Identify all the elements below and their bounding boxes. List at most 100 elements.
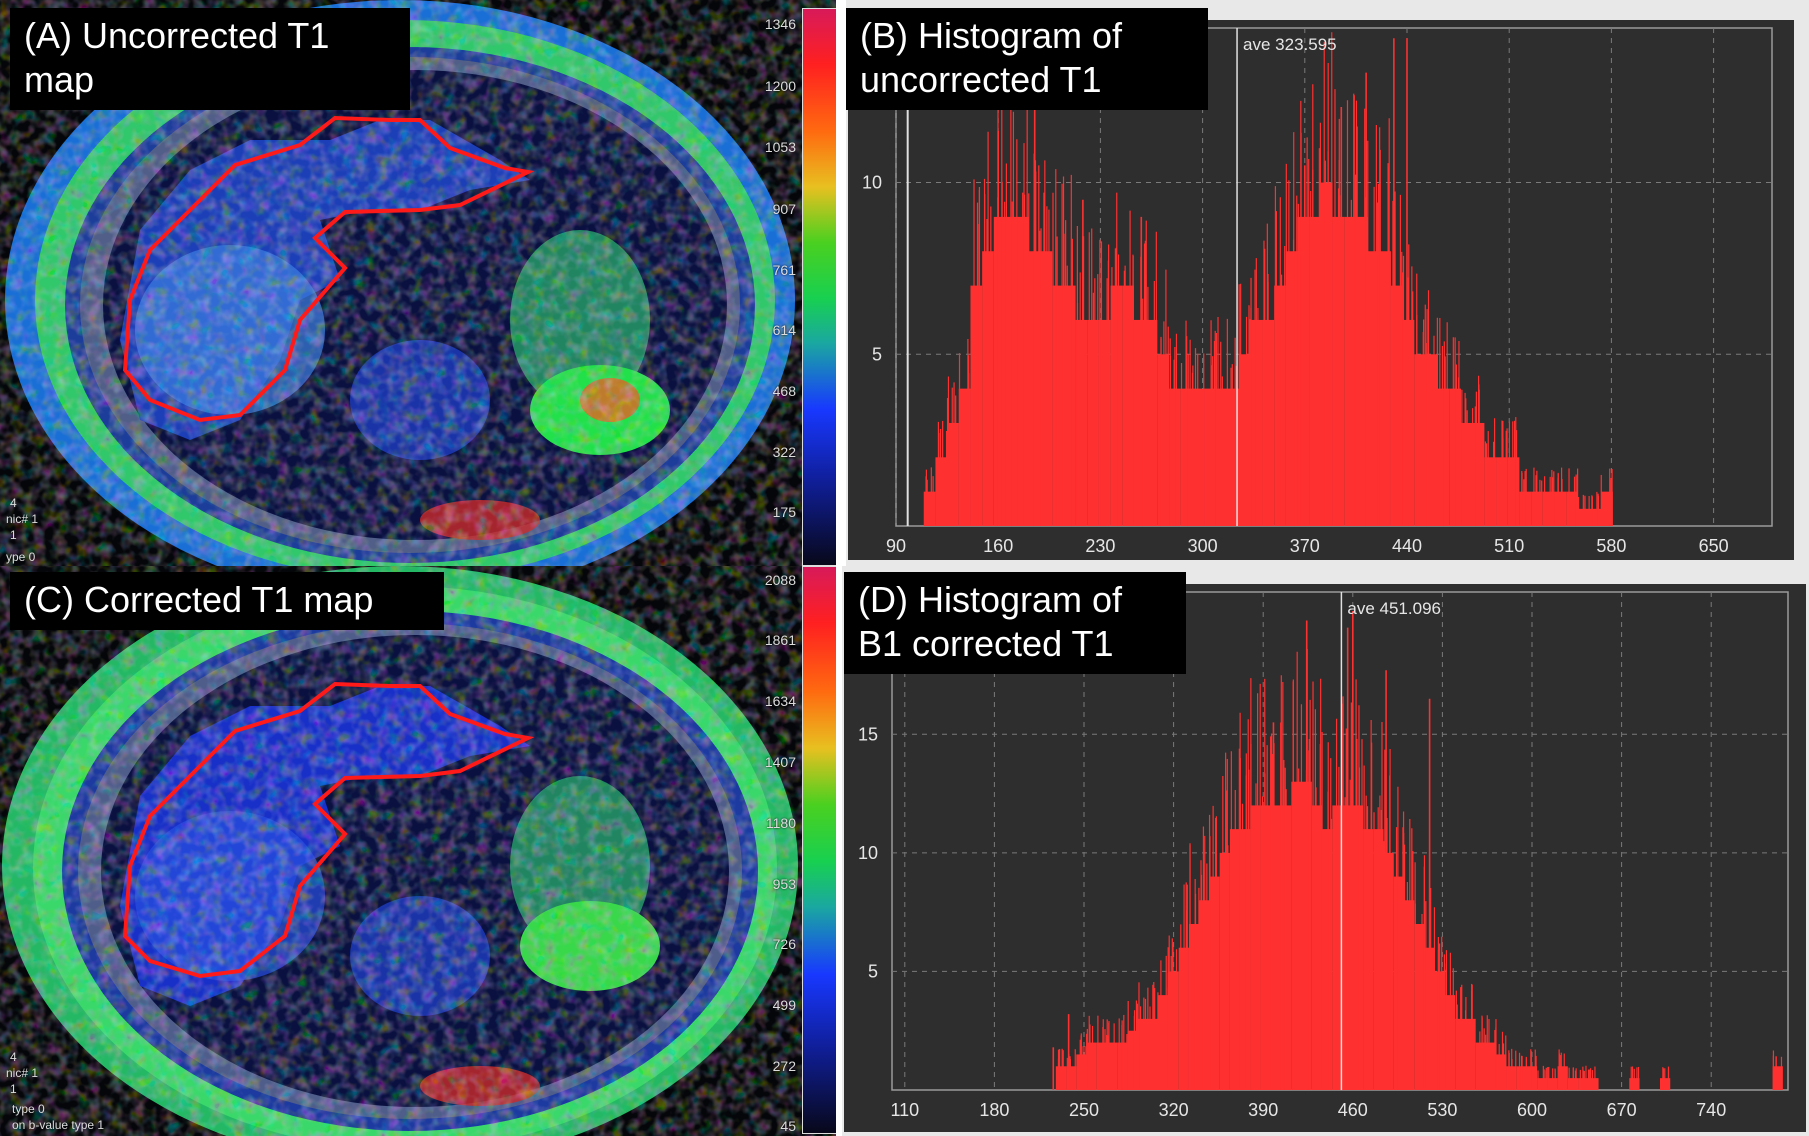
overlay-a-line-0: 4	[10, 496, 17, 510]
hist-b-xtick-label-8: 650	[1699, 536, 1729, 556]
hist-b-xtick-label-4: 370	[1290, 536, 1320, 556]
overlay-a-line-2: 1	[10, 528, 17, 542]
hist-d-bar-29	[1352, 805, 1364, 1090]
hist-d-bar-3	[1086, 1042, 1097, 1090]
hist-b-bar-38	[1367, 251, 1380, 526]
hist-d-bar-7	[1127, 1030, 1138, 1090]
panel-a-title-line1: (A) Uncorrected T1	[24, 15, 330, 56]
hist-b-ytick-label-0: 5	[872, 344, 882, 364]
hist-d-bar-15	[1209, 876, 1220, 1090]
hist-d-bar-21	[1270, 805, 1282, 1090]
hist-b-bar-3	[958, 388, 971, 526]
hist-d-bar-0	[1055, 1066, 1067, 1090]
colorbar-a-label-7: 322	[772, 444, 796, 460]
colorbar-c-label-5: 953	[772, 876, 796, 892]
panel-a-title-line2: map	[24, 59, 95, 100]
colorbar-c-label-3: 1407	[764, 754, 796, 770]
hist-b-bar-57	[1589, 508, 1602, 526]
panel-b-title-line2: uncorrected T1	[860, 59, 1102, 100]
roi-outline-c	[122, 681, 535, 979]
colorbar-c-label-6: 726	[772, 936, 796, 952]
overlay-a-line-3: ype 0	[6, 550, 36, 564]
hist-d-bar-5	[1107, 1042, 1118, 1090]
colorbar-a	[802, 8, 836, 566]
hist-b-bar-40	[1390, 285, 1403, 526]
hist-b-bar-6	[993, 216, 1006, 526]
hist-d-bar-32	[1383, 852, 1394, 1090]
hist-b-bar-2	[947, 422, 959, 526]
hist-b-xtick-label-5: 440	[1392, 536, 1422, 556]
hist-d-bar-1	[1066, 1066, 1077, 1090]
hist-d-bar-42	[1485, 1042, 1497, 1090]
hist-b-bar-17	[1122, 285, 1134, 526]
hist-d-bar-27	[1332, 805, 1343, 1090]
panel-a-title: (A) Uncorrected T1 map	[10, 8, 410, 110]
hist-b-bar-24	[1204, 388, 1216, 526]
hist-d-xtick-label-4: 390	[1248, 1100, 1278, 1120]
hist-d-bar-10	[1158, 995, 1169, 1090]
colorbar-c-label-4: 1180	[765, 815, 796, 831]
hist-d-xtick-label-0: 110	[890, 1100, 919, 1120]
hist-b-bar-54	[1554, 491, 1567, 526]
hist-d-bar-40	[1465, 1018, 1476, 1090]
colorbar-c	[802, 566, 836, 1134]
hist-b-bar-53	[1542, 491, 1555, 526]
hist-b-bar-48	[1484, 457, 1497, 526]
overlay-c-line-2: 1	[10, 1082, 17, 1096]
hist-b-bar-11	[1052, 285, 1064, 526]
panel-d-title-line2: B1 corrected T1	[858, 623, 1114, 664]
colorbar-a-label-2: 1053	[764, 139, 796, 155]
hist-d-bar-4	[1096, 1042, 1108, 1090]
hist-d-bar-70	[1772, 1066, 1783, 1090]
hist-b-bar-25	[1215, 388, 1228, 526]
hist-b-ytick-label-1: 10	[862, 173, 882, 193]
hist-d-bar-49	[1557, 1066, 1568, 1090]
hist-d-bar-30	[1363, 829, 1374, 1090]
hist-d-bar-18	[1240, 829, 1251, 1090]
panel-b-title-line1: (B) Histogram of	[860, 15, 1123, 56]
hist-d-bar-13	[1188, 924, 1200, 1090]
hist-d-xtick-label-1: 180	[979, 1100, 1009, 1120]
overlay-c-line-4: on b-value type 1	[12, 1118, 105, 1132]
hist-d-xtick-label-7: 600	[1517, 1100, 1547, 1120]
colorbar-c-label-8: 272	[772, 1058, 796, 1074]
colorbar-a-label-3: 907	[772, 201, 796, 217]
hist-d-bar-25	[1311, 805, 1323, 1090]
panel-b-title: (B) Histogram of uncorrected T1	[846, 8, 1208, 110]
hist-b-bar-26	[1227, 388, 1240, 526]
colorbar-c-label-0: 2088	[764, 572, 796, 588]
panel-b-histogram: 90 160 230 300 370 440 510 580 650 5 10 ave 323.595…	[848, 20, 1794, 560]
hist-d-xtick-label-8: 670	[1607, 1100, 1637, 1120]
colorbar-a-label-8: 175	[772, 504, 796, 520]
hist-b-bar-55	[1566, 491, 1578, 526]
hist-d-bar-16	[1219, 852, 1230, 1090]
colorbar-a-label-5: 614	[772, 322, 796, 338]
hist-d-ytick-label-0: 5	[868, 961, 878, 981]
colorbar-c-label-9: 45	[780, 1118, 796, 1134]
hist-b-bar-12	[1063, 285, 1076, 526]
hist-b-bar-33	[1309, 216, 1321, 526]
hist-b-xtick-label-6: 510	[1494, 536, 1524, 556]
hist-d-bar-34	[1404, 900, 1415, 1090]
hist-d-bar-43	[1496, 1054, 1507, 1090]
hist-b-bar-58	[1601, 491, 1613, 526]
hist-b-xtick-label-7: 580	[1596, 536, 1626, 556]
hist-b-bar-31	[1285, 251, 1298, 526]
hist-b-bar-44	[1437, 388, 1450, 526]
hist-d-bar-33	[1393, 876, 1404, 1090]
hist-d-ytick-label-1: 10	[858, 843, 878, 863]
panel-d-title: (D) Histogram of B1 corrected T1	[844, 572, 1186, 674]
hist-b-bar-43	[1425, 354, 1438, 526]
hist-b-bar-50	[1507, 457, 1520, 526]
hist-d-bar-52	[1588, 1078, 1599, 1090]
colorbar-c-label-7: 499	[772, 997, 796, 1013]
panel-c-title: (C) Corrected T1 map	[10, 572, 444, 630]
panel-d-histogram: 110 180 250 320 390 460 530 600 670 740 5 10 15 ave 4…	[844, 584, 1806, 1132]
overlay-c-line-0: 4	[10, 1050, 17, 1064]
hist-b-average-label: ave 323.595	[1243, 35, 1337, 54]
hist-d-xtick-label-2: 250	[1069, 1100, 1099, 1120]
overlay-a-line-1: nic# 1	[6, 512, 39, 526]
hist-b-bar-36	[1344, 216, 1356, 526]
panel-a-uncorrected-t1-map: 1346 1200 1053 907 761 614 468 322 175 4…	[0, 0, 836, 566]
